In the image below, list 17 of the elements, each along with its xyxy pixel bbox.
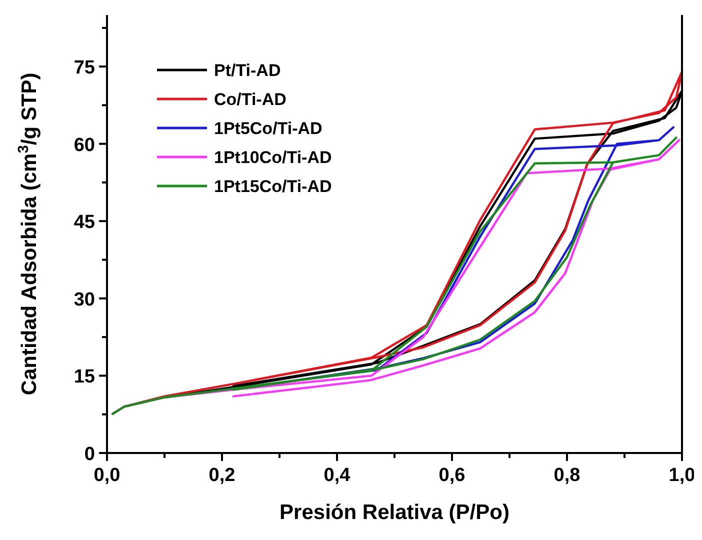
y-tick-label: 0	[84, 444, 95, 465]
x-tick-label: 0,8	[554, 465, 580, 486]
legend-label: 1Pt5Co/Ti-AD	[214, 119, 322, 138]
x-tick-label: 0,6	[438, 465, 466, 486]
y-tick-label: 30	[74, 289, 95, 310]
x-tick-label: 0,4	[324, 465, 351, 486]
legend-label: 1Pt15Co/Ti-AD	[214, 177, 332, 196]
x-tick-label: 0,0	[94, 465, 120, 486]
legend-label: Pt/Ti-AD	[214, 61, 281, 80]
y-tick-label: 15	[74, 366, 96, 388]
y-tick-label: 60	[74, 134, 95, 156]
x-tick-label: 0,2	[208, 465, 236, 486]
x-axis-title: Presión Relativa (P/Po)	[280, 501, 510, 524]
legend-label: 1Pt10Co/Ti-AD	[214, 148, 332, 167]
y-tick-label: 45	[74, 212, 96, 234]
y-tick-label: 75	[74, 58, 96, 79]
legend-label: Co/Ti-AD	[214, 90, 286, 109]
